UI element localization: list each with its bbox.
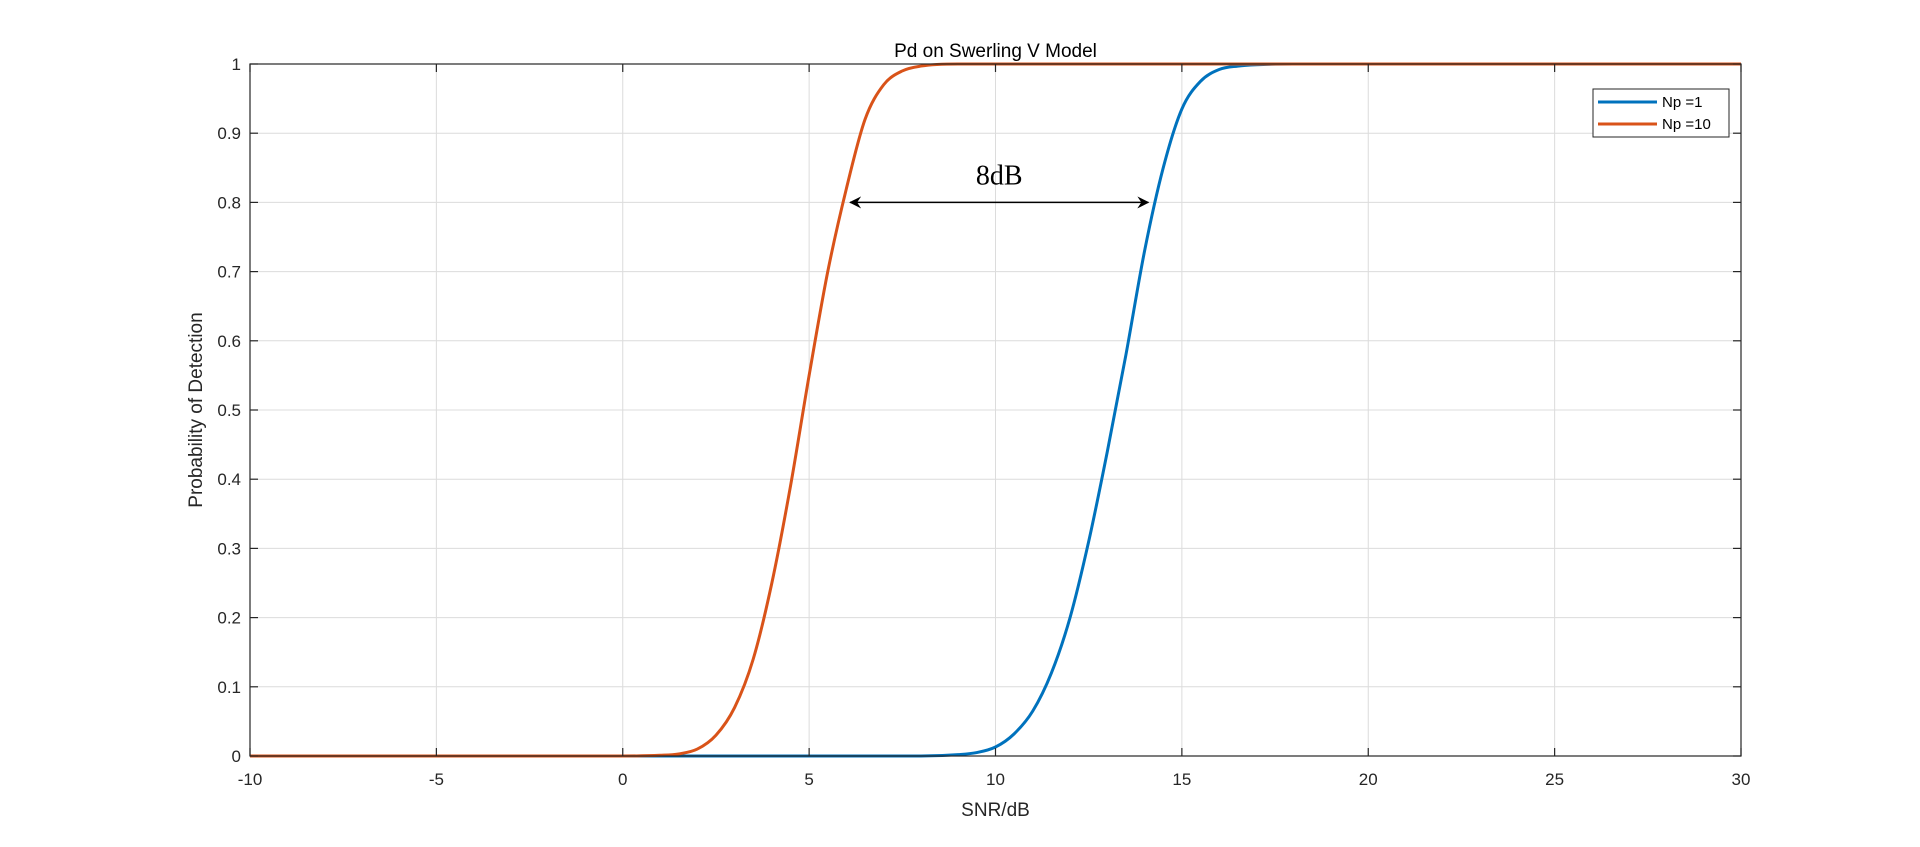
axis-ticks: -10 -5 0 5 10 15 20 25 30 0 0.1 0.2 0.3 0.4 0.5 0.6 0.7 0…	[217, 55, 1750, 789]
x-tick-label: 15	[1172, 770, 1191, 789]
y-tick-label: 0.4	[217, 470, 241, 489]
y-tick-label: 1	[232, 55, 241, 74]
x-axis-label: SNR/dB	[961, 800, 1030, 821]
chart-title: Pd on Swerling V Model	[894, 41, 1097, 62]
x-tick-label: 30	[1732, 770, 1751, 789]
x-tick-label: 5	[804, 770, 813, 789]
legend: Np =1 Np =10	[1592, 88, 1730, 138]
y-tick-label: 0.9	[217, 124, 241, 143]
x-tick-label: 25	[1545, 770, 1564, 789]
y-tick-label: 0.7	[217, 263, 241, 282]
y-tick-label: 0.3	[217, 539, 241, 558]
y-axis-label: Probability of Detection	[186, 312, 207, 507]
y-tick-label: 0.1	[217, 678, 241, 697]
annotation-label: 8dB	[976, 160, 1023, 191]
x-tick-label: -10	[238, 770, 263, 789]
y-tick-label: 0.5	[217, 401, 241, 420]
legend-label-np-1: Np =1	[1662, 94, 1702, 111]
legend-label-np-10: Np =10	[1662, 116, 1711, 133]
x-tick-label: 20	[1359, 770, 1378, 789]
legend-box	[1592, 88, 1730, 138]
x-tick-label: -5	[429, 770, 444, 789]
x-tick-label: 10	[986, 770, 1005, 789]
y-tick-label: 0.6	[217, 332, 241, 351]
annotation: 8dB	[849, 160, 1150, 209]
y-tick-label: 0	[232, 747, 241, 766]
y-tick-label: 0.2	[217, 609, 241, 628]
y-tick-label: 0.8	[217, 193, 241, 212]
x-tick-label: 0	[618, 770, 627, 789]
